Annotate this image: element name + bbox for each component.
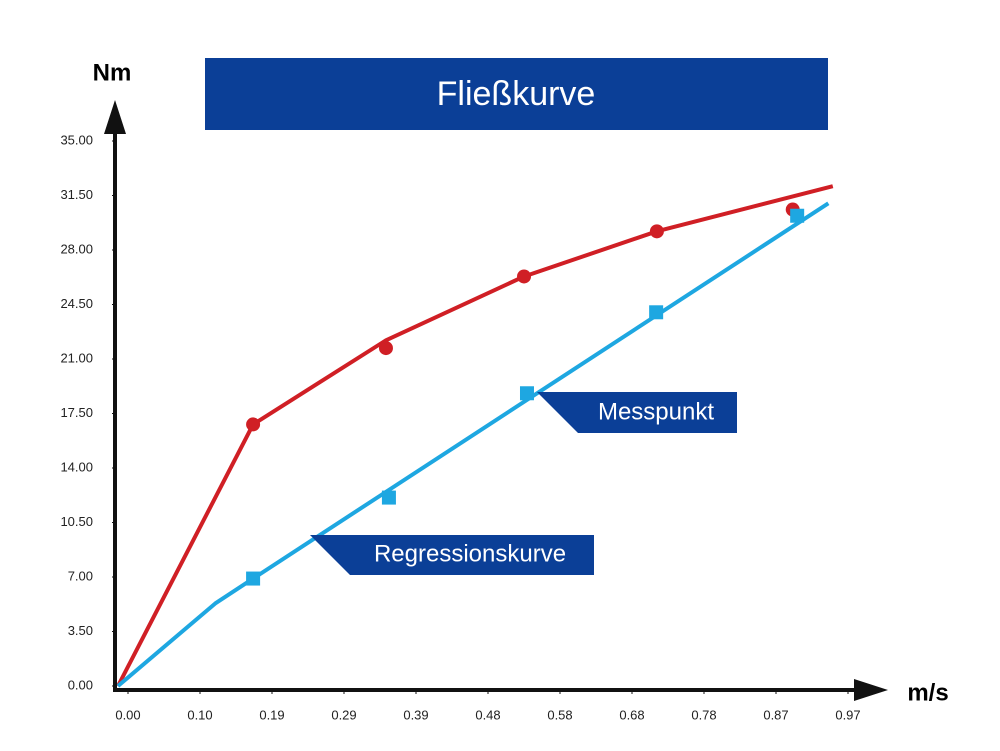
annotation: Messpunkt [598, 398, 714, 425]
title-box [205, 58, 828, 130]
marker [246, 417, 261, 432]
callout-box [537, 392, 737, 433]
x-tick-label: 0.39 [403, 707, 428, 722]
x-tick-label: 0.10 [187, 707, 212, 722]
y-tick-label: 21.00 [60, 350, 93, 365]
y-tick-label: 17.50 [60, 405, 93, 420]
x-tick-label: 0.78 [691, 707, 716, 722]
marker [246, 571, 261, 586]
x-tick-label: 0.58 [547, 707, 572, 722]
x-arrow [854, 679, 888, 701]
line [116, 184, 834, 687]
y-tick-label: 28.00 [60, 241, 93, 256]
chart-title: Fließkurve [437, 75, 596, 113]
x-tick-label: 0.68 [619, 707, 644, 722]
y-axis-label: Nm [93, 59, 132, 86]
plot-area: 0.00 3.50 7.00 10.50 14.00 17.50 21.00 24.50 28.… [60, 132, 860, 722]
y-tick-label: 7.00 [68, 568, 93, 583]
x-axis-label: m/s [907, 679, 948, 706]
y-tick-label: 35.00 [60, 132, 93, 147]
y-arrow [104, 100, 126, 134]
x-tick-label: 0.97 [835, 707, 860, 722]
marker [649, 305, 664, 320]
y-tick-label: 10.50 [60, 514, 93, 529]
x-tick-label: 0.87 [763, 707, 788, 722]
x-tick-label: 0.19 [259, 707, 284, 722]
marker [790, 208, 805, 223]
y-tick-label: 14.00 [60, 459, 93, 474]
marker [649, 224, 664, 239]
line [116, 201, 830, 688]
annotation: Regressionskurve [374, 540, 566, 567]
marker [378, 341, 393, 356]
callout-box [310, 535, 594, 575]
x-tick-label: 0.48 [475, 707, 500, 722]
y-tick-label: 3.50 [68, 623, 93, 638]
y-tick-label: 24.50 [60, 296, 93, 311]
x-tick-label: 0.29 [331, 707, 356, 722]
marker [519, 386, 534, 401]
x-tick-label: 0.00 [115, 707, 140, 722]
y-tick-label: 0.00 [68, 677, 93, 692]
y-tick-label: 31.50 [60, 187, 93, 202]
marker [381, 490, 396, 505]
marker [517, 269, 532, 284]
